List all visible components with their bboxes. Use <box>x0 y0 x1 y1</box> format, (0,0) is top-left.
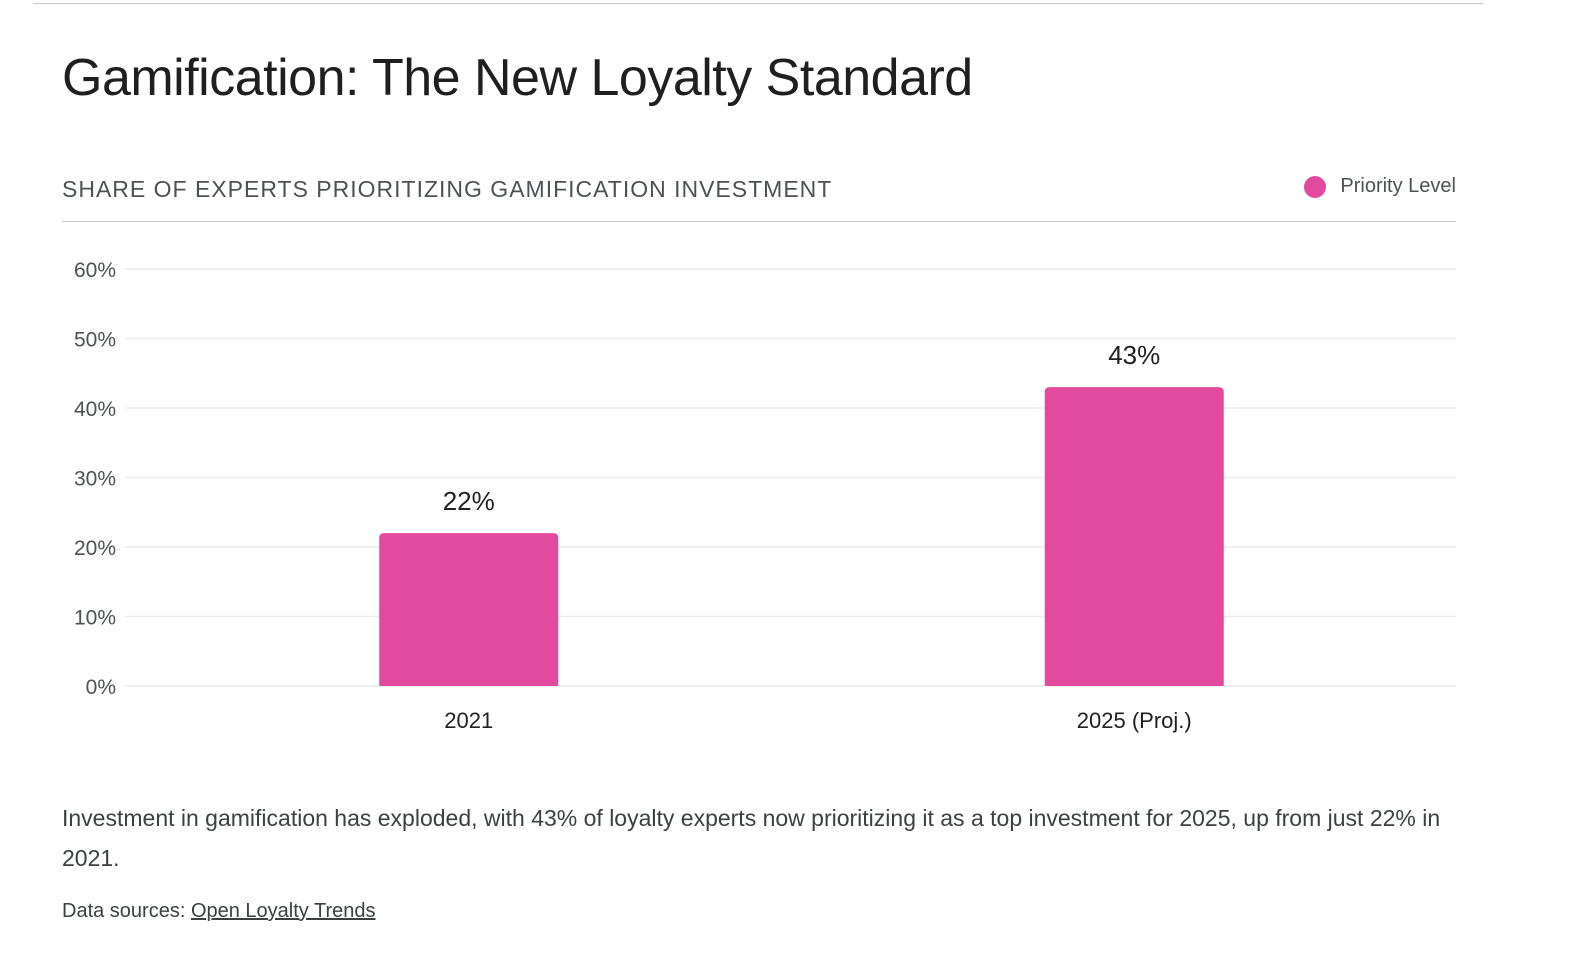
y-tick-label: 30% <box>74 468 116 491</box>
data-label: 22% <box>443 486 495 516</box>
y-tick-label: 20% <box>74 537 116 560</box>
legend: Priority Level <box>1304 175 1456 198</box>
bar <box>1044 387 1224 686</box>
x-tick-label: 2021 <box>444 708 493 733</box>
legend-label: Priority Level <box>1340 175 1456 197</box>
legend-swatch <box>1304 175 1327 198</box>
y-tick-label: 10% <box>74 607 116 630</box>
bar <box>379 533 559 686</box>
chart-header-divider <box>62 221 1456 222</box>
sources-link[interactable]: Open Loyalty Trends <box>190 900 376 922</box>
data-sources: Data sources: Open Loyalty Trends <box>62 900 376 923</box>
y-tick-label: 40% <box>74 398 116 421</box>
y-tick-label: 60% <box>74 259 116 282</box>
data-label: 43% <box>1108 340 1160 370</box>
x-tick-label: 2025 (Proj.) <box>1077 708 1192 733</box>
top-divider <box>33 3 1483 4</box>
chart-description: Investment in gamification has exploded,… <box>62 805 1441 871</box>
sources-label: Data sources: <box>62 900 186 922</box>
y-tick-label: 50% <box>74 329 116 352</box>
chart-title: SHARE OF EXPERTS PRIORITIZING GAMIFICATI… <box>62 176 833 202</box>
y-tick-label: 0% <box>86 676 116 699</box>
page-title: Gamification: The New Loyalty Standard <box>62 49 973 107</box>
bar-chart: 0% 10% 20% 30% 40% 50% 60% 22% 2021 43% 2025 (Proj… <box>74 259 1456 733</box>
